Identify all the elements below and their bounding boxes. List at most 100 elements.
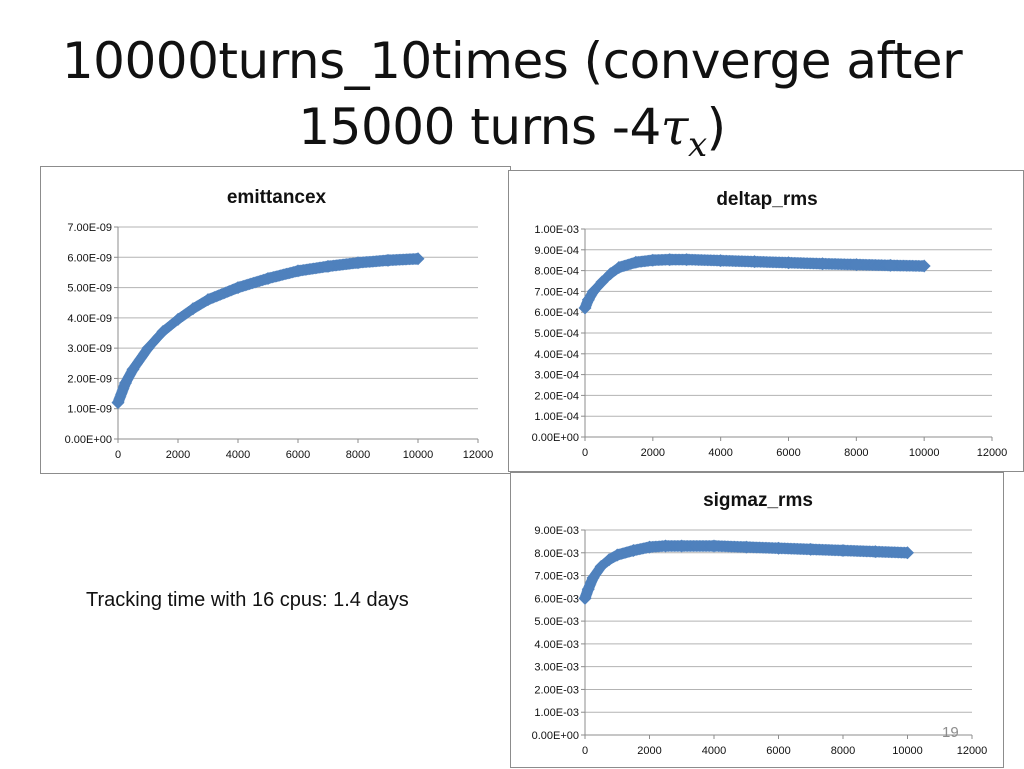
x-tick-label: 12000: [463, 449, 494, 461]
data-point: [186, 302, 200, 316]
x-tick-label: 4000: [708, 447, 732, 459]
data-point: [659, 539, 673, 553]
y-tick-label: 4.00E-09: [67, 313, 112, 325]
data-point: [675, 539, 689, 553]
data-point: [171, 312, 185, 326]
data-point: [261, 271, 275, 285]
data-point: [643, 540, 656, 554]
chart-sigmaz-rms: sigmaz_rms 0.00E+00 1.00E-03 2.00E-03 3.00E-…: [510, 472, 1004, 768]
y-tick-label: 2.00E-09: [67, 373, 112, 385]
data-point: [603, 267, 617, 281]
data-point: [201, 293, 215, 307]
y-tick-label: 5.00E-09: [67, 283, 112, 295]
data-point: [411, 252, 425, 266]
tau-subscript: x: [687, 125, 707, 165]
data-series: [578, 539, 914, 605]
data-point: [901, 546, 914, 560]
y-tick-label: 6.00E-03: [534, 593, 579, 605]
chart-sigmaz-rms-svg: sigmaz_rms 0.00E+00 1.00E-03 2.00E-03 3.00E-…: [532, 490, 988, 757]
y-tick-label: 4.00E-04: [534, 349, 579, 361]
data-point: [626, 544, 640, 557]
data-point: [917, 259, 931, 273]
x-tick-label: 12000: [957, 745, 988, 757]
x-tick-label: 10000: [892, 745, 923, 757]
data-point: [680, 253, 694, 267]
data-point: [610, 548, 624, 562]
y-tick-label: 7.00E-09: [67, 222, 112, 234]
data-point: [707, 539, 721, 553]
data-point: [772, 541, 785, 555]
slide-title-line2-prefix: 15000 turns -4: [298, 98, 661, 156]
y-tick-label: 3.00E-09: [67, 343, 112, 355]
y-tick-label: 6.00E-09: [67, 252, 112, 264]
x-tick-label: 8000: [844, 447, 868, 459]
data-point: [581, 582, 595, 596]
slide-title-line1: 10000turns_10times (converge after: [61, 32, 963, 90]
slide-title-line2: 15000 turns -4τx): [40, 94, 984, 166]
chart-deltap-rms-svg: deltap_rms 0.00E+00 1.00E-04 2.00E-04 3.00E-…: [532, 189, 1008, 459]
data-point: [351, 256, 365, 270]
x-tick-label: 2000: [637, 745, 661, 757]
data-point: [739, 540, 753, 554]
y-tick-label: 9.00E-03: [534, 525, 579, 537]
data-point: [804, 542, 818, 556]
data-point: [321, 259, 335, 273]
chart-emittancex: emittancex 0.00E+00 1.00E-09 2.00E-09 3.00E-…: [40, 166, 511, 474]
x-tick-label: 0: [115, 449, 121, 461]
data-point: [578, 591, 592, 605]
data-point: [578, 301, 592, 315]
data-point: [782, 256, 795, 270]
chart-title: emittancex: [227, 187, 327, 208]
y-tick-label: 2.00E-03: [534, 684, 579, 696]
x-tick-label: 8000: [346, 449, 370, 461]
data-point: [883, 258, 897, 272]
x-tick-label: 10000: [403, 449, 434, 461]
chart-emittancex-svg: emittancex 0.00E+00 1.00E-09 2.00E-09 3.00E-…: [65, 187, 494, 461]
y-tick-label: 4.00E-03: [534, 639, 579, 651]
x-tick-label: 4000: [702, 745, 726, 757]
x-tick-label: 0: [582, 447, 588, 459]
data-point: [748, 255, 762, 269]
data-point: [586, 284, 600, 298]
slide-title-line2-suffix: ): [706, 98, 727, 156]
data-point: [119, 376, 132, 390]
x-tick-label: 2000: [166, 449, 190, 461]
tracking-time-note: Tracking time with 16 cpus: 1.4 days: [86, 589, 409, 611]
data-point: [581, 293, 595, 307]
y-tick-label: 0.00E+00: [532, 730, 579, 742]
data-point: [291, 264, 305, 278]
data-point: [111, 396, 125, 410]
data-point: [594, 559, 608, 573]
y-tick-label: 3.00E-04: [534, 370, 579, 382]
x-tick-label: 6000: [776, 447, 800, 459]
data-point: [836, 544, 850, 557]
data-point: [868, 545, 882, 559]
y-tick-label: 7.00E-03: [534, 571, 579, 583]
y-tick-label: 3.00E-03: [534, 662, 579, 674]
x-tick-label: 8000: [831, 745, 855, 757]
x-tick-label: 0: [582, 745, 588, 757]
data-point: [156, 324, 170, 338]
data-point: [586, 571, 600, 585]
x-tick-label: 2000: [641, 447, 665, 459]
data-point: [714, 254, 728, 268]
y-tick-label: 1.00E-04: [534, 411, 579, 423]
y-tick-label: 5.00E-03: [534, 616, 579, 628]
x-tick-label: 6000: [766, 745, 790, 757]
chart-deltap-rms: deltap_rms 0.00E+00 1.00E-04 2.00E-04 3.00E-…: [508, 170, 1024, 472]
data-point: [849, 258, 863, 272]
data-point: [126, 362, 140, 376]
y-tick-label: 1.00E-03: [534, 224, 579, 236]
y-tick-label: 7.00E-04: [534, 286, 579, 298]
data-point: [815, 257, 829, 271]
data-point: [663, 253, 677, 267]
data-point: [141, 341, 155, 355]
y-tick-label: 2.00E-04: [534, 390, 579, 402]
data-point: [629, 255, 643, 269]
slide-title: 10000turns_10times (converge after 15000…: [40, 28, 984, 166]
x-tick-label: 4000: [226, 449, 250, 461]
y-tick-label: 9.00E-04: [534, 245, 579, 257]
data-point: [602, 553, 616, 567]
x-tick-label: 10000: [909, 447, 940, 459]
y-tick-label: 6.00E-04: [534, 307, 579, 319]
